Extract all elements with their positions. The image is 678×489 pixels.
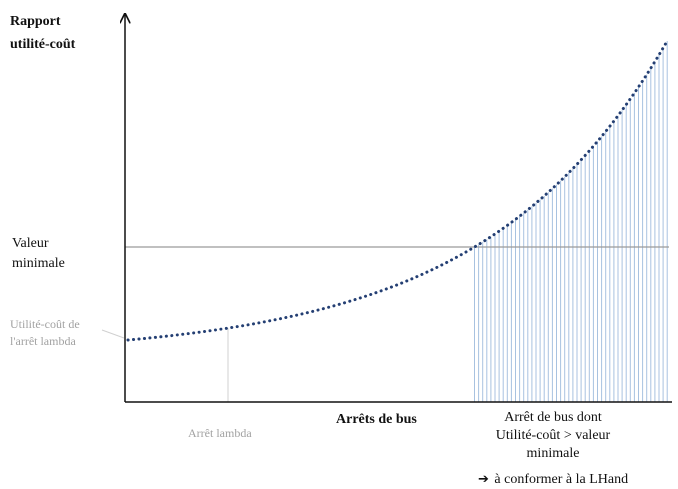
reference-tick [101,329,125,339]
threshold-label: Valeur minimale [12,236,65,271]
x-axis-title: Arrêts de bus [336,412,417,427]
highlight-region-line-2: Utilité-coût > valeur [495,428,611,443]
reference-y-label: Utilité-coût de l'arrêt lambda [10,317,80,348]
right-arrow-icon: ➔ [478,472,489,487]
highlight-region-line-3: minimale [526,446,580,461]
reference-x-label: Arrêt lambda [188,426,252,440]
highlight-region-hatching [474,41,668,402]
highlight-region-line-1: Arrêt de bus dont [504,410,602,425]
highlight-region-label: Arrêt de bus dont Utilité-coût > valeur … [478,409,628,463]
highlight-region-action: ➔ à conformer à la LHand [478,472,628,488]
y-axis-title: Rapport utilité-coût [10,14,76,52]
highlight-region-action-text: à conformer à la LHand [494,472,629,487]
utility-cost-curve [126,41,668,342]
